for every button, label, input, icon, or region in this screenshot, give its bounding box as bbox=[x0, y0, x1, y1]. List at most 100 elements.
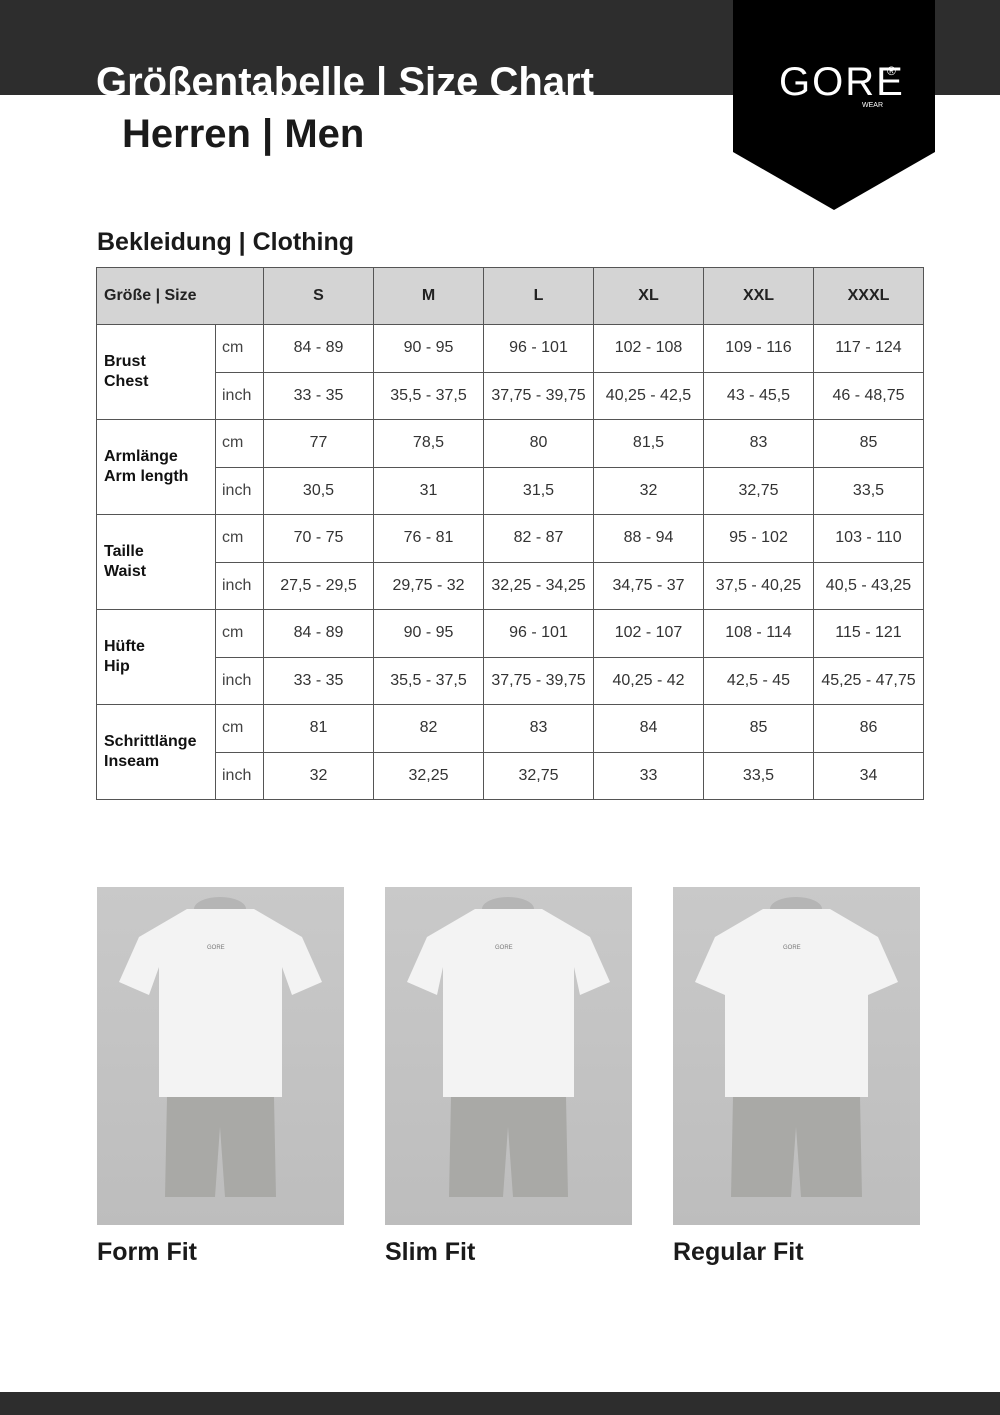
value-cell: 81,5 bbox=[593, 419, 704, 468]
value-cell: 27,5 - 29,5 bbox=[263, 561, 374, 610]
value-cell: 70 - 75 bbox=[263, 514, 374, 563]
value-cell: 96 - 101 bbox=[483, 324, 594, 373]
unit-cell: cm bbox=[215, 324, 264, 373]
value-cell: 35,5 - 37,5 bbox=[373, 371, 484, 420]
value-cell: 34,75 - 37 bbox=[593, 561, 704, 610]
value-cell: 83 bbox=[483, 704, 594, 753]
section-title: Bekleidung | Clothing bbox=[97, 228, 354, 256]
unit-cell: inch bbox=[215, 561, 264, 610]
value-cell: 29,75 - 32 bbox=[373, 561, 484, 610]
measure-label-line: Arm length bbox=[104, 468, 189, 485]
page-subtitle: Herren | Men bbox=[122, 112, 365, 156]
table-row: Taille Waist cm 70 - 75 76 - 81 82 - 87 88 - 9… bbox=[96, 514, 924, 610]
fit-photo-2: GORE bbox=[385, 887, 632, 1225]
value-cell: 32,25 bbox=[373, 751, 484, 800]
unit-cell: cm bbox=[215, 419, 264, 468]
table-row: inch 27,5 - 29,5 29,75 - 32 32,25 - 34,25 34… bbox=[97, 561, 924, 610]
size-header-xl: XL bbox=[593, 267, 704, 325]
value-cell: 85 bbox=[813, 419, 924, 468]
value-cell: 37,75 - 39,75 bbox=[483, 656, 594, 705]
garment-illustration: GORE bbox=[407, 897, 610, 1197]
value-cell: 32 bbox=[263, 751, 374, 800]
value-cell: 35,5 - 37,5 bbox=[373, 656, 484, 705]
value-cell: 82 bbox=[373, 704, 484, 753]
value-cell: 108 - 114 bbox=[703, 609, 814, 658]
value-cell: 37,5 - 40,25 bbox=[703, 561, 814, 610]
value-cell: 85 bbox=[703, 704, 814, 753]
value-cell: 82 - 87 bbox=[483, 514, 594, 563]
value-cell: 32,25 - 34,25 bbox=[483, 561, 594, 610]
size-table: Größe | Size S M L XL XXL XXXL Brust Chest cm 84 … bbox=[96, 267, 924, 800]
value-cell: 90 - 95 bbox=[373, 609, 484, 658]
measure-label-line: Waist bbox=[104, 563, 147, 580]
page-title: Größentabelle | Size Chart bbox=[96, 60, 594, 95]
measure-label-line: Hüfte bbox=[104, 638, 145, 655]
value-cell: 32,75 bbox=[483, 751, 594, 800]
value-cell: 40,5 - 43,25 bbox=[813, 561, 924, 610]
measure-label-line: Hip bbox=[104, 658, 130, 675]
value-cell: 33,5 bbox=[703, 751, 814, 800]
value-cell: 43 - 45,5 bbox=[703, 371, 814, 420]
measure-label-line: Inseam bbox=[104, 753, 160, 770]
value-cell: 34 bbox=[813, 751, 924, 800]
value-cell: 90 - 95 bbox=[373, 324, 484, 373]
measure-label-line: Brust bbox=[104, 353, 146, 370]
corner-header: Größe | Size bbox=[96, 267, 264, 325]
fit-photo-1: GORE bbox=[97, 887, 344, 1225]
fit-label: Regular Fit bbox=[673, 1238, 804, 1266]
value-cell: 117 - 124 bbox=[813, 324, 924, 373]
value-cell: 78,5 bbox=[373, 419, 484, 468]
value-cell: 31 bbox=[373, 466, 484, 515]
svg-text:GORE: GORE bbox=[783, 945, 801, 951]
measure-label-line: Armlänge bbox=[104, 448, 178, 465]
table-row: inch 30,5 31 31,5 32 32,75 33,5 bbox=[97, 466, 924, 515]
unit-cell: inch bbox=[215, 466, 264, 515]
value-cell: 33,5 bbox=[813, 466, 924, 515]
size-header-xxl: XXL bbox=[703, 267, 814, 325]
measure-label: Taille Waist bbox=[96, 514, 216, 610]
measure-label-line: Taille bbox=[104, 543, 144, 560]
svg-text:GORE: GORE bbox=[207, 945, 225, 951]
measure-label: Brust Chest bbox=[96, 324, 216, 420]
value-cell: 115 - 121 bbox=[813, 609, 924, 658]
fit-label: Form Fit bbox=[97, 1238, 197, 1266]
logo-text: GORE bbox=[779, 60, 905, 104]
size-header-l: L bbox=[483, 267, 594, 325]
value-cell: 83 bbox=[703, 419, 814, 468]
fit-photo-3: GORE bbox=[673, 887, 920, 1225]
value-cell: 46 - 48,75 bbox=[813, 371, 924, 420]
svg-text:GORE: GORE bbox=[495, 945, 513, 951]
size-header-s: S bbox=[263, 267, 374, 325]
value-cell: 102 - 108 bbox=[593, 324, 704, 373]
value-cell: 40,25 - 42,5 bbox=[593, 371, 704, 420]
value-cell: 33 - 35 bbox=[263, 371, 374, 420]
value-cell: 81 bbox=[263, 704, 374, 753]
table-row: Brust Chest cm 84 - 89 90 - 95 96 - 101 102 - … bbox=[96, 324, 924, 420]
measure-label-line: Schrittlänge bbox=[104, 733, 197, 750]
value-cell: 76 - 81 bbox=[373, 514, 484, 563]
table-row: inch 32 32,25 32,75 33 33,5 34 bbox=[97, 751, 924, 800]
value-cell: 109 - 116 bbox=[703, 324, 814, 373]
value-cell: 96 - 101 bbox=[483, 609, 594, 658]
value-cell: 102 - 107 bbox=[593, 609, 704, 658]
garment-illustration: GORE bbox=[695, 897, 898, 1197]
table-row: inch 33 - 35 35,5 - 37,5 37,75 - 39,75 40,25… bbox=[97, 371, 924, 420]
table-row: Hüfte Hip cm 84 - 89 90 - 95 96 - 101 102 - 10… bbox=[96, 609, 924, 705]
value-cell: 84 bbox=[593, 704, 704, 753]
value-cell: 88 - 94 bbox=[593, 514, 704, 563]
svg-text:WEAR: WEAR bbox=[862, 102, 883, 109]
measure-label: Hüfte Hip bbox=[96, 609, 216, 705]
measure-label: Armlänge Arm length bbox=[96, 419, 216, 515]
value-cell: 32 bbox=[593, 466, 704, 515]
svg-text:®: ® bbox=[887, 64, 896, 78]
value-cell: 103 - 110 bbox=[813, 514, 924, 563]
value-cell: 77 bbox=[263, 419, 374, 468]
value-cell: 37,75 - 39,75 bbox=[483, 371, 594, 420]
unit-cell: inch bbox=[215, 656, 264, 705]
measure-label-line: Chest bbox=[104, 373, 149, 390]
value-cell: 42,5 - 45 bbox=[703, 656, 814, 705]
unit-cell: inch bbox=[215, 751, 264, 800]
unit-cell: cm bbox=[215, 609, 264, 658]
value-cell: 84 - 89 bbox=[263, 609, 374, 658]
value-cell: 84 - 89 bbox=[263, 324, 374, 373]
